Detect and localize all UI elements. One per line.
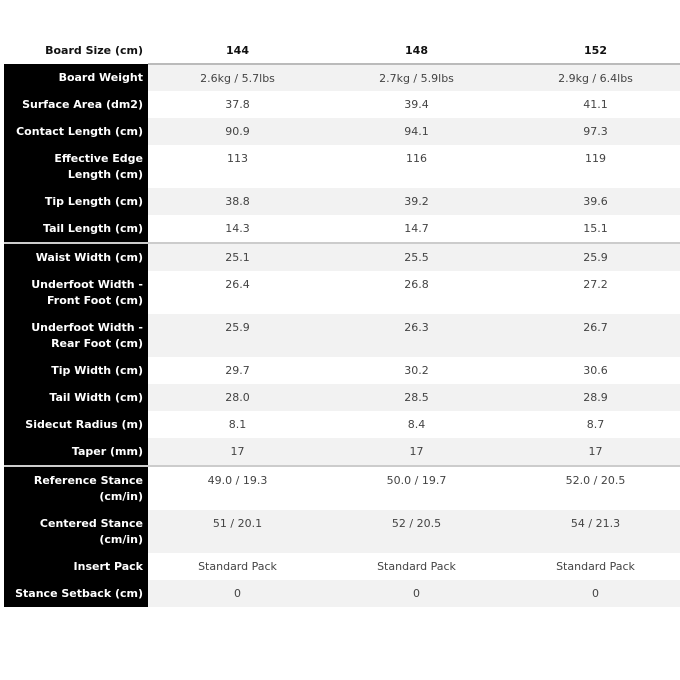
- row-label: Insert Pack: [4, 553, 148, 580]
- row-value: Standard Pack: [377, 560, 456, 573]
- table-row: Contact Length (cm) 90.9 94.1 97.3: [4, 118, 680, 145]
- row-value: 39.2: [327, 188, 506, 215]
- row-value: 30.2: [404, 364, 429, 377]
- row-value: 28.9: [506, 384, 680, 411]
- row-value: 28.0: [148, 384, 327, 411]
- row-value: 8.7: [586, 418, 605, 431]
- row-label: Tip Length (cm): [4, 188, 148, 215]
- row-value: 25.1: [148, 242, 327, 271]
- table-row: Sidecut Radius (m) 8.1 8.4 8.7: [4, 411, 680, 438]
- row-label: Contact Length (cm): [4, 118, 148, 145]
- row-value: 119: [585, 152, 606, 165]
- table-row: Taper (mm) 17 17 17: [4, 438, 680, 466]
- header-row: Board Size (cm) 144 148 152: [4, 37, 680, 64]
- row-label: Tail Length (cm): [4, 215, 148, 243]
- table-row: Reference Stance (cm/in) 49.0 / 19.3 50.0 …: [4, 465, 680, 510]
- table-row: Underfoot Width - Front Foot (cm) 26.4 26.…: [4, 271, 680, 314]
- table-row: Effective Edge Length (cm) 113 116 119: [4, 145, 680, 188]
- row-value: 14.7: [404, 222, 429, 235]
- table-row: Tip Width (cm) 29.7 30.2 30.6: [4, 357, 680, 384]
- row-value: 39.4: [404, 98, 429, 111]
- row-label: Surface Area (dm2): [4, 91, 148, 118]
- row-value: 17: [327, 438, 506, 466]
- size-148: 148: [405, 43, 428, 57]
- row-value: 94.1: [327, 118, 506, 145]
- row-value: 14.3: [225, 222, 250, 235]
- row-label: Effective Edge Length (cm): [4, 145, 148, 188]
- row-value: 54 / 21.3: [506, 510, 680, 553]
- row-value: 0: [148, 580, 327, 607]
- row-value: 0: [327, 580, 506, 607]
- row-value: 97.3: [506, 118, 680, 145]
- row-label: Taper (mm): [4, 438, 148, 466]
- table-row: Underfoot Width - Rear Foot (cm) 25.9 26.3…: [4, 314, 680, 357]
- row-value: 29.7: [225, 364, 250, 377]
- row-value: 25.5: [327, 242, 506, 271]
- row-value: 52 / 20.5: [327, 510, 506, 553]
- table-row: Tail Length (cm) 14.3 14.7 15.1: [4, 215, 680, 243]
- size-144: 144: [226, 43, 249, 57]
- row-value: Standard Pack: [556, 560, 635, 573]
- table-row: Waist Width (cm) 25.1 25.5 25.9: [4, 242, 680, 271]
- row-value: 52.0 / 20.5: [506, 465, 680, 510]
- row-value: 50.0 / 19.7: [327, 465, 506, 510]
- row-value: 25.9: [148, 314, 327, 357]
- table-row: Insert Pack Standard Pack Standard Pack Sta…: [4, 553, 680, 580]
- row-value: 2.6kg / 5.7lbs: [148, 63, 327, 91]
- row-value: 37.8: [225, 98, 250, 111]
- row-value: 17: [148, 438, 327, 466]
- row-value: 15.1: [583, 222, 608, 235]
- table-row: Tip Length (cm) 38.8 39.2 39.6: [4, 188, 680, 215]
- row-label: Underfoot Width - Rear Foot (cm): [4, 314, 148, 357]
- table-row: Stance Setback (cm) 0 0 0: [4, 580, 680, 607]
- row-value: 26.8: [404, 278, 429, 291]
- board-size-label: Board Size (cm): [45, 44, 143, 57]
- row-value: 51 / 20.1: [148, 510, 327, 553]
- row-label: Board Weight: [4, 64, 148, 91]
- row-label: Stance Setback (cm): [4, 580, 148, 607]
- row-value: 90.9: [148, 118, 327, 145]
- row-label: Underfoot Width - Front Foot (cm): [4, 271, 148, 314]
- row-value: Standard Pack: [198, 560, 277, 573]
- table-row: Surface Area (dm2) 37.8 39.4 41.1: [4, 91, 680, 118]
- row-value: 27.2: [583, 278, 608, 291]
- row-value: 26.7: [506, 314, 680, 357]
- row-value: 41.1: [583, 98, 608, 111]
- row-value: 17: [506, 438, 680, 466]
- row-value: 116: [406, 152, 427, 165]
- table-row: Centered Stance (cm/in) 51 / 20.1 52 / 20.…: [4, 510, 680, 553]
- row-value: 49.0 / 19.3: [148, 465, 327, 510]
- row-value: 26.4: [225, 278, 250, 291]
- row-value: 26.3: [327, 314, 506, 357]
- row-label: Reference Stance (cm/in): [4, 465, 148, 510]
- row-value: 8.1: [228, 418, 247, 431]
- board-spec-table: Board Size (cm) 144 148 152 Board Weight…: [4, 37, 680, 607]
- row-value: 0: [506, 580, 680, 607]
- row-label: Centered Stance (cm/in): [4, 510, 148, 553]
- row-value: 2.9kg / 6.4lbs: [506, 63, 680, 91]
- row-value: 113: [227, 152, 248, 165]
- row-label: Waist Width (cm): [4, 242, 148, 271]
- row-value: 39.6: [506, 188, 680, 215]
- row-label: Tail Width (cm): [4, 384, 148, 411]
- table-row: Tail Width (cm) 28.0 28.5 28.9: [4, 384, 680, 411]
- row-value: 2.7kg / 5.9lbs: [327, 63, 506, 91]
- row-value: 38.8: [148, 188, 327, 215]
- size-152: 152: [584, 43, 607, 57]
- row-value: 28.5: [327, 384, 506, 411]
- table-row: Board Weight 2.6kg / 5.7lbs 2.7kg / 5.9lbs…: [4, 63, 680, 91]
- row-label: Tip Width (cm): [4, 357, 148, 384]
- row-value: 25.9: [506, 242, 680, 271]
- row-label: Sidecut Radius (m): [4, 411, 148, 438]
- row-value: 30.6: [583, 364, 608, 377]
- row-value: 8.4: [407, 418, 426, 431]
